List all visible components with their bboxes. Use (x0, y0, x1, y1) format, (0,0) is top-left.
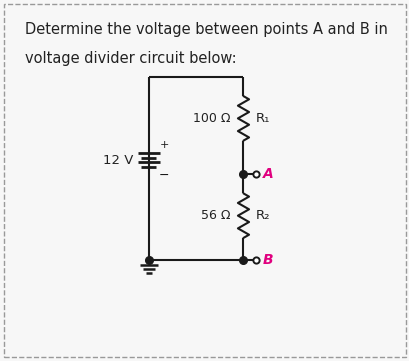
Text: B: B (262, 253, 273, 267)
Text: 12 V: 12 V (103, 153, 133, 166)
Text: −: − (159, 169, 169, 182)
Text: R₁: R₁ (255, 112, 270, 125)
Text: +: + (159, 140, 169, 150)
Text: R₂: R₂ (255, 209, 270, 222)
Text: A: A (262, 167, 273, 181)
Text: Determine the voltage between points A and B in: Determine the voltage between points A a… (25, 22, 387, 37)
Text: 100 Ω: 100 Ω (193, 112, 230, 125)
Text: voltage divider circuit below:: voltage divider circuit below: (25, 51, 236, 66)
Text: 56 Ω: 56 Ω (201, 209, 230, 222)
